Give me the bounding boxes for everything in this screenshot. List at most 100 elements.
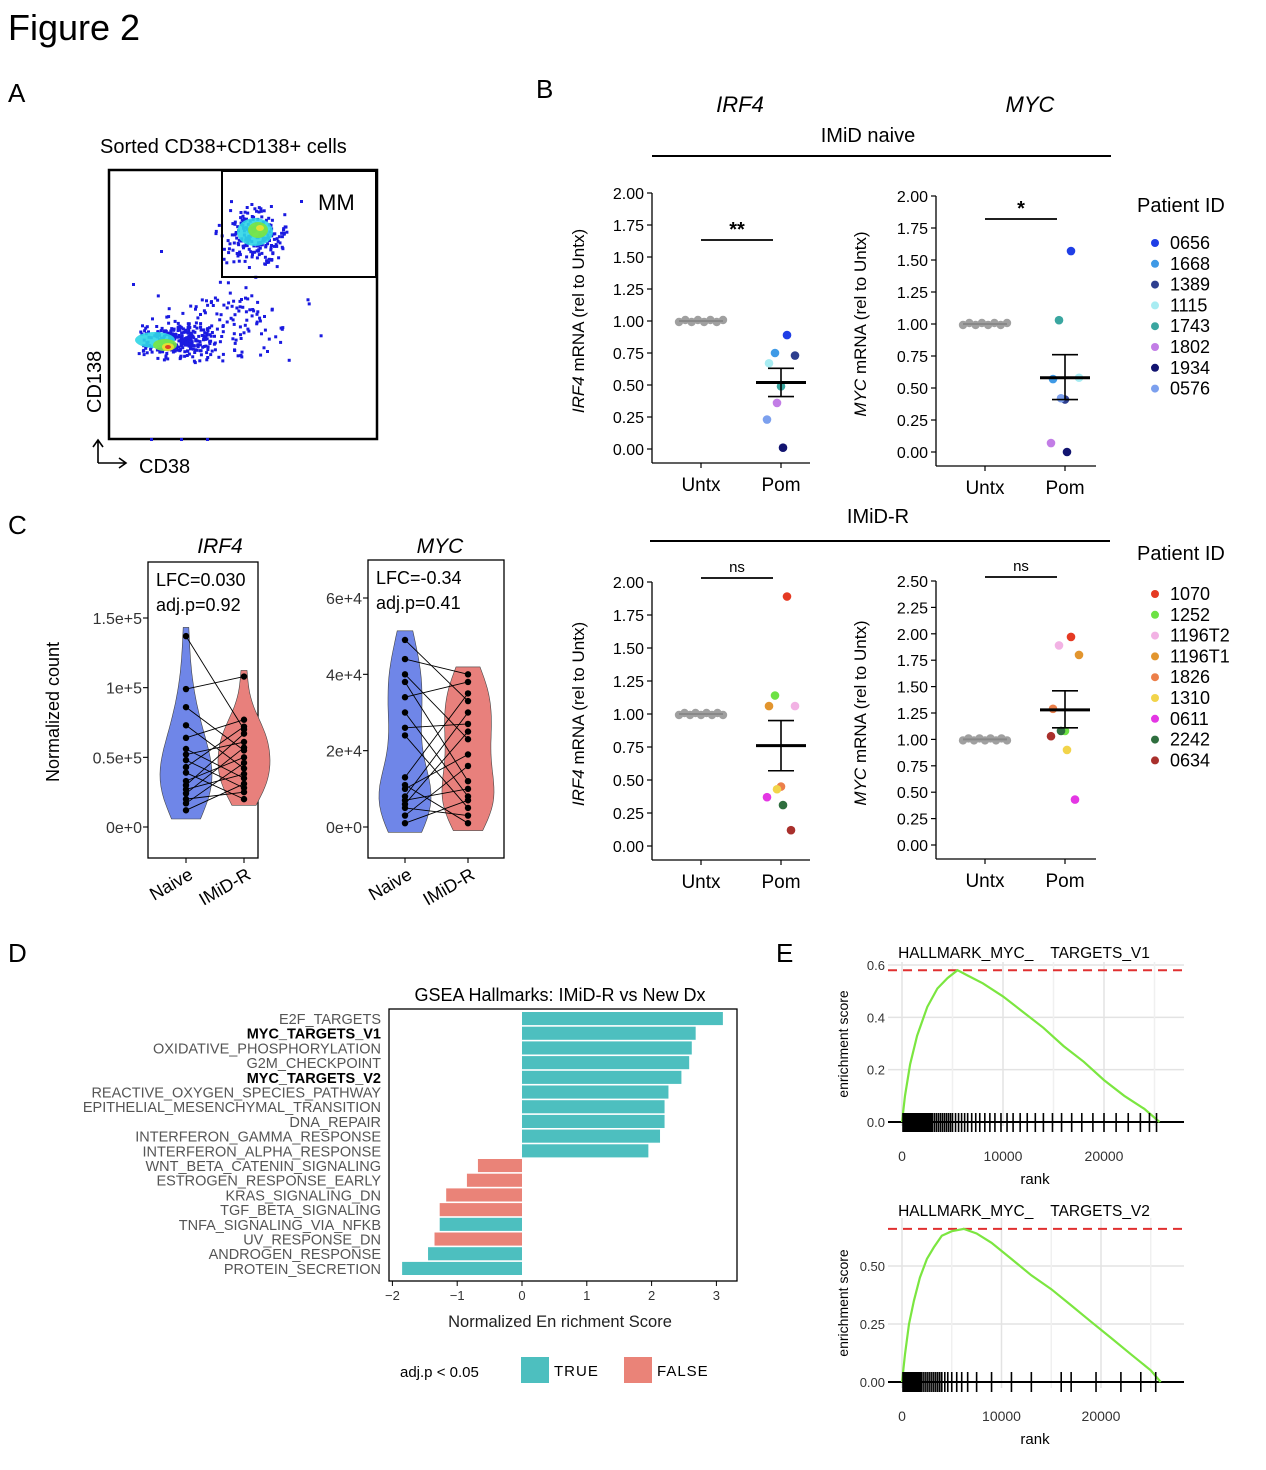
imid-point [240,673,248,680]
legend-label-0611: 0611 [1170,709,1209,729]
facs-event [250,294,254,298]
imid-point [464,819,472,827]
y-tick-label: 0.75 [613,346,644,363]
imid-point [464,804,472,812]
facs-event [181,338,185,342]
imid-point [240,765,248,772]
facs-event [187,329,191,333]
gsea-category-label: INTERFERON_GAMMA_RESPONSE [135,1130,381,1146]
facs-event [145,325,149,329]
facs-event [173,349,177,353]
paired-line [185,783,245,811]
facs-event [240,350,244,354]
facs-event [194,307,197,311]
facs-event [244,286,248,290]
x-tick-label-untx: Untx [965,478,1005,499]
pom-point-1196T2 [790,701,800,711]
y-axis-label-gene: MYC [851,378,870,417]
pom-point-0576 [762,415,772,424]
facs-event [243,259,247,263]
facs-event [270,244,273,247]
facs-event [272,237,276,241]
facs-event [264,218,268,222]
y-axis-label: IRF4 mRNA (rel to Untx) [569,229,588,413]
facs-event [233,220,237,224]
facs-event [246,297,250,301]
facs-event [186,331,190,335]
facs-event [147,330,150,334]
violin-imid-r [441,666,495,831]
facs-event [236,241,240,245]
facs-event [178,324,182,328]
facs-event [235,252,239,255]
gsea-category-label: UV_RESPONSE_DN [243,1233,381,1249]
facs-event [214,232,218,236]
y-tick-label: 2.00 [613,575,644,592]
x-tick-label: 10000 [982,1408,1021,1424]
facs-event [222,247,226,251]
facs-event [246,211,250,215]
facs-event [188,342,192,345]
y-tick-label: 0.00 [613,839,644,856]
y-tick-label: 0.25 [897,413,928,430]
facs-event [222,303,226,307]
facs-event [209,301,213,304]
imid-point [464,762,472,770]
facs-event [187,323,191,327]
naive-point [182,703,190,711]
facs-event [143,329,147,333]
significance-label: ns [729,559,745,576]
legend-label-1070: 1070 [1170,584,1210,604]
x-tick-label: 0 [518,1288,525,1303]
facs-event [221,352,225,356]
facs-event [241,305,245,309]
facs-event [258,319,262,323]
facs-event [217,355,221,359]
facs-event [199,313,202,316]
facs-event [209,334,213,338]
facs-event [245,206,249,209]
violin-plot-myc: MYC LFC=-0.34 adj.p=0.41 0e+0 2e+4 4e+4 6e+4 Na… [326,535,505,909]
facs-event [205,333,209,337]
facs-event [275,265,279,269]
legend-dot-1310 [1151,694,1159,702]
naive-point [182,734,190,742]
facs-axis-arrows [92,438,128,469]
y-tick-label: 0.75 [897,349,928,366]
facs-event [235,236,239,240]
facs-event [265,259,269,263]
facs-event [247,266,251,269]
y-tick-label: 1.50 [613,641,644,658]
facs-event [230,304,234,308]
naive-point [401,671,409,678]
facs-event [225,261,229,265]
facs-dots [132,200,323,441]
paired-line [185,741,245,755]
facs-event [177,327,181,331]
facs-event [319,334,323,338]
legend-true-swatch [521,1357,549,1383]
legend-label-1196T1: 1196T1 [1170,646,1230,666]
facs-event [244,310,248,314]
facs-event [193,351,197,354]
legend-dot-1743 [1151,322,1159,331]
facs-event [234,338,238,342]
naive-point [401,804,409,812]
facs-event [172,335,175,339]
gsea-bar [522,1085,669,1099]
y-tick-label: 0.00 [613,442,644,459]
facs-event [185,354,189,357]
facs-event [233,222,237,226]
gsea-category-label: PROTEIN_SECRETION [224,1262,381,1278]
facs-event [190,340,194,344]
facs-event [183,354,187,358]
facs-event [249,250,253,254]
facs-event [188,338,192,342]
facs-event [266,242,270,246]
facs-event [218,280,222,284]
pom-point-0656 [782,330,792,340]
facs-event [183,343,187,347]
facs-event [255,312,259,316]
legend-label-1115: 1115 [1170,295,1207,315]
facs-event [232,299,236,303]
